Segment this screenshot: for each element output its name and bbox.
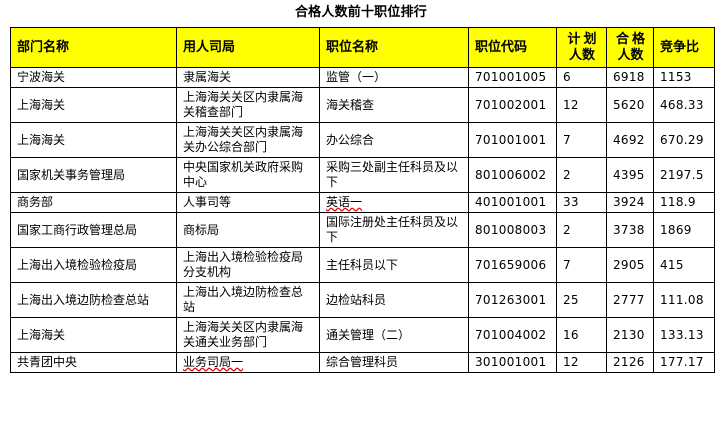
spellcheck-marked-text: 英语一 [326,195,363,209]
cell-post: 综合管理科员 [319,352,469,373]
cell-dept: 上海出入境边防检查总站 [10,282,177,318]
cell-post: 采购三处副主任科员及以下 [319,157,469,193]
cell-pass: 3738 [606,212,654,248]
cell-ratio: 415 [653,247,715,283]
cell-post: 英语一 [319,192,469,213]
cell-ratio: 1153 [653,67,715,88]
cell-ratio: 118.9 [653,192,715,213]
cell-plan: 2 [556,212,607,248]
table-header: 部门名称 用人司局 职位名称 职位代码 计划 人数 合格 人数 竞争比 [10,27,715,68]
table-row: 上海海关 上海海关关区内隶属海关通关业务部门 通关管理（二） 701004002 16 2… [10,317,715,353]
cell-dept: 商务部 [10,192,177,213]
cell-dept: 上海海关 [10,317,177,353]
cell-bureau: 上海出入境边防检查总站 [176,282,320,318]
cell-code: 801008003 [468,212,557,248]
table-row: 上海海关 上海海关关区内隶属海关稽查部门 海关稽查 701002001 12 5620 46… [10,87,715,123]
column-header-pass: 合格 人数 [606,27,654,68]
table-body: 宁波海关 隶属海关 监管（一） 701001005 6 6918 1153 上海海关 上海海关关… [10,67,715,373]
cell-bureau: 人事司等 [176,192,320,213]
cell-code: 401001001 [468,192,557,213]
cell-dept: 上海海关 [10,122,177,158]
cell-plan: 2 [556,157,607,193]
cell-pass: 2130 [606,317,654,353]
column-header-post: 职位名称 [319,27,469,68]
cell-post: 边检站科员 [319,282,469,318]
column-header-ratio: 竞争比 [653,27,715,68]
cell-pass: 2777 [606,282,654,318]
column-header-code: 职位代码 [468,27,557,68]
cell-ratio: 670.29 [653,122,715,158]
cell-post: 主任科员以下 [319,247,469,283]
cell-pass: 2126 [606,352,654,373]
cell-dept: 上海海关 [10,87,177,123]
cell-plan: 6 [556,67,607,88]
cell-bureau: 商标局 [176,212,320,248]
cell-bureau: 上海海关关区内隶属海关办公综合部门 [176,122,320,158]
column-header-bureau: 用人司局 [176,27,320,68]
cell-code: 701659006 [468,247,557,283]
cell-pass: 4395 [606,157,654,193]
cell-ratio: 468.33 [653,87,715,123]
column-header-pass-line2: 人数 [617,47,644,63]
cell-plan: 25 [556,282,607,318]
page-title: 合格人数前十职位排行 [294,5,427,20]
cell-code: 701001001 [468,122,557,158]
cell-bureau: 上海海关关区内隶属海关通关业务部门 [176,317,320,353]
cell-dept: 国家机关事务管理局 [10,157,177,193]
cell-post: 国际注册处主任科员及以下 [319,212,469,248]
table-row: 上海出入境检验检疫局 上海出入境检验检疫局分支机构 主任科员以下 701659006 7… [10,247,715,283]
table-row: 共青团中央 业务司局一 综合管理科员 301001001 12 2126 177.17 [10,352,715,373]
column-header-pass-line1: 合格 [616,31,649,47]
cell-code: 701004002 [468,317,557,353]
table-row: 国家工商行政管理总局 商标局 国际注册处主任科员及以下 801008003 2 3738 1… [10,212,715,248]
cell-ratio: 1869 [653,212,715,248]
cell-ratio: 177.17 [653,352,715,373]
cell-post: 办公综合 [319,122,469,158]
spellcheck-marked-text: 业务司局一 [183,355,244,369]
cell-plan: 33 [556,192,607,213]
cell-post: 通关管理（二） [319,317,469,353]
cell-pass: 6918 [606,67,654,88]
table-row: 上海出入境边防检查总站 上海出入境边防检查总站 边检站科员 701263001 25 27… [10,282,715,318]
cell-post: 监管（一） [319,67,469,88]
cell-plan: 12 [556,87,607,123]
cell-bureau: 中央国家机关政府采购中心 [176,157,320,193]
cell-plan: 7 [556,247,607,283]
cell-pass: 3924 [606,192,654,213]
cell-plan: 16 [556,317,607,353]
cell-pass: 4692 [606,122,654,158]
cell-dept: 宁波海关 [10,67,177,88]
cell-plan: 7 [556,122,607,158]
cell-pass: 2905 [606,247,654,283]
cell-dept: 共青团中央 [10,352,177,373]
cell-code: 801006002 [468,157,557,193]
cell-code: 701001005 [468,67,557,88]
cell-dept: 上海出入境检验检疫局 [10,247,177,283]
table-row: 国家机关事务管理局 中央国家机关政府采购中心 采购三处副主任科员及以下 8010060… [10,157,715,193]
cell-ratio: 133.13 [653,317,715,353]
header-row: 部门名称 用人司局 职位名称 职位代码 计划 人数 合格 人数 竞争比 [10,27,715,68]
cell-code: 701002001 [468,87,557,123]
cell-ratio: 111.08 [653,282,715,318]
cell-plan: 12 [556,352,607,373]
table-row: 商务部 人事司等 英语一 401001001 33 3924 118.9 [10,192,715,213]
column-header-plan: 计划 人数 [556,27,607,68]
cell-bureau: 上海出入境检验检疫局分支机构 [176,247,320,283]
column-header-plan-line1: 计划 [567,31,600,47]
cell-bureau: 上海海关关区内隶属海关稽查部门 [176,87,320,123]
table-row: 上海海关 上海海关关区内隶属海关办公综合部门 办公综合 701001001 7 4692 6… [10,122,715,158]
table-row: 宁波海关 隶属海关 监管（一） 701001005 6 6918 1153 [10,67,715,88]
cell-ratio: 2197.5 [653,157,715,193]
column-header-plan-line2: 人数 [568,47,595,63]
column-header-dept: 部门名称 [10,27,177,68]
cell-bureau: 隶属海关 [176,67,320,88]
cell-pass: 5620 [606,87,654,123]
cell-dept: 国家工商行政管理总局 [10,212,177,248]
cell-code: 701263001 [468,282,557,318]
cell-post: 海关稽查 [319,87,469,123]
cell-bureau: 业务司局一 [176,352,320,373]
cell-code: 301001001 [468,352,557,373]
ranking-table: 部门名称 用人司局 职位名称 职位代码 计划 人数 合格 人数 竞争比 [10,27,715,373]
